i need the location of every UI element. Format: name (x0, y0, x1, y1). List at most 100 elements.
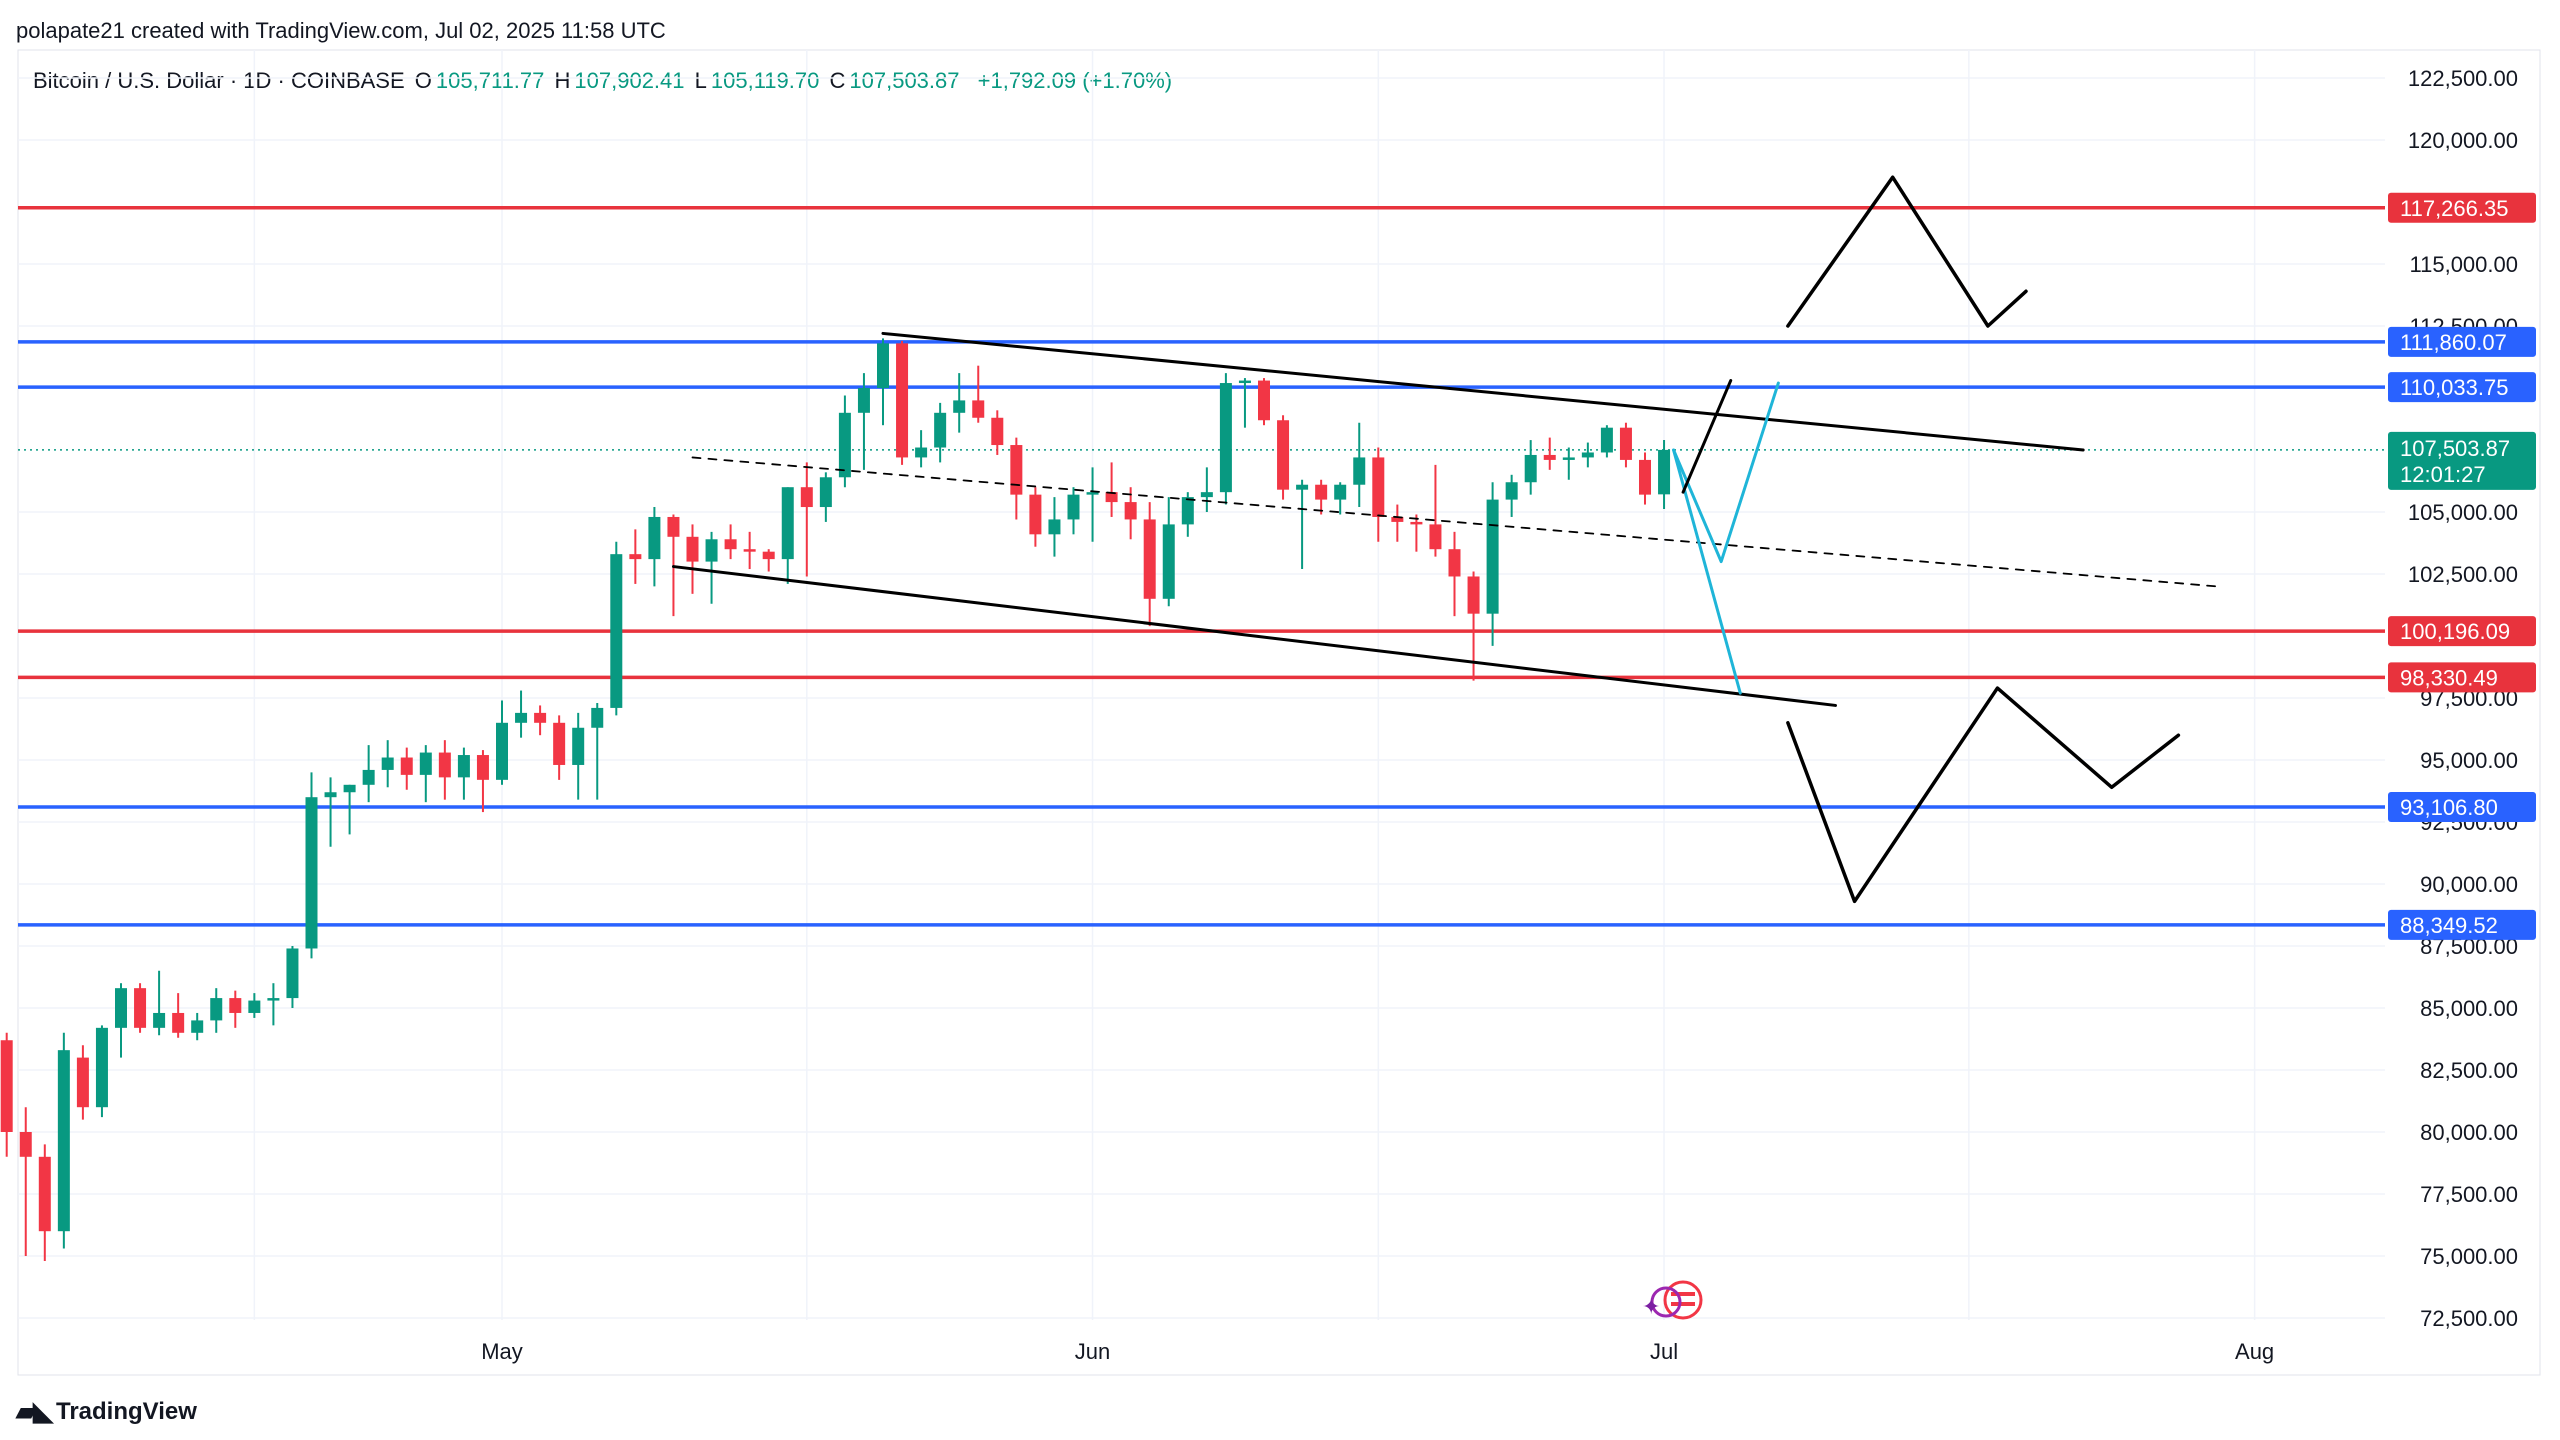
candle-body (648, 516, 661, 560)
level-badge-bg (2388, 372, 2536, 403)
candle-body (305, 797, 318, 949)
candle (1124, 487, 1137, 540)
candle-body (667, 516, 680, 537)
chart-credit: polapate21 created with TradingView.com,… (16, 18, 666, 43)
candle (1543, 437, 1556, 470)
level-badge-bg (2388, 326, 2536, 357)
tradingview-brand[interactable]: ▰◣ TradingView (16, 1396, 197, 1427)
level-price-badge: 98,330.49 (2388, 662, 2536, 693)
event-icon (1650, 1286, 1682, 1318)
candle-body (324, 792, 337, 798)
candle-body (19, 1132, 32, 1157)
candle (1448, 531, 1461, 617)
candle-body (1639, 459, 1651, 495)
symbol-legend: Bitcoin / U.S. Dollar · 1D · COINBASE O 1… (33, 68, 1176, 94)
level-badge-label: 117,266.35 (2400, 196, 2508, 221)
candle (1162, 497, 1175, 607)
candle (1048, 497, 1061, 557)
candle-body (38, 1156, 51, 1232)
level-badge-bg (2388, 662, 2536, 693)
candle-body (953, 400, 966, 413)
candle (1429, 464, 1442, 557)
candle (1105, 462, 1118, 517)
brand-label: TradingView (56, 1397, 197, 1425)
candle-body (877, 343, 889, 388)
level-price-badge: 111,860.07 (2388, 326, 2536, 357)
y-tick-label: 85,000.00 (2420, 996, 2518, 1021)
low-label: L (694, 68, 707, 93)
candle-body (229, 998, 242, 1013)
candle (1391, 504, 1404, 542)
candle-body (1391, 516, 1404, 522)
economic-events-marker: ✦ (1642, 1280, 1703, 1320)
candle (134, 983, 147, 1033)
candle (572, 712, 585, 800)
candle (95, 1025, 108, 1118)
candle (705, 531, 718, 604)
candle (1353, 422, 1366, 508)
black-breakout-stroke (1681, 379, 1733, 494)
low-value: 105,119.70 (710, 68, 820, 93)
candle (1277, 415, 1290, 500)
cyan-projection-up (1672, 381, 1780, 564)
x-axis-label: Jul (1650, 1339, 1678, 1364)
candle-body (0, 1040, 13, 1132)
open-label: O (414, 68, 432, 93)
candle-body (724, 539, 737, 550)
candle-body (286, 948, 299, 999)
candle-body (629, 554, 642, 560)
symbol-name[interactable]: Bitcoin / U.S. Dollar · 1D · COINBASE (33, 68, 405, 93)
candle (1334, 482, 1347, 515)
level-badge-bg (2388, 791, 2536, 822)
candle-body (381, 757, 394, 770)
change-value: +1,792.09 (+1.70%) (977, 68, 1173, 93)
bearish-scenario-path (1786, 686, 2181, 904)
candle-body (1448, 549, 1461, 577)
candle (1143, 502, 1156, 627)
candle-body (1581, 452, 1594, 458)
y-tick-label: 105,000.00 (2408, 500, 2518, 525)
candle (838, 395, 851, 488)
candle-body (1524, 454, 1537, 483)
candle (210, 988, 223, 1033)
candle (438, 740, 451, 800)
countdown-label: 12:01:27 (2400, 462, 2486, 487)
candle-body (343, 784, 356, 793)
candle-body (153, 1012, 166, 1028)
y-tick-label: 95,000.00 (2420, 748, 2518, 773)
candle-body (610, 554, 623, 708)
candle-body (838, 412, 851, 478)
level-price-badge: 93,106.80 (2388, 791, 2536, 822)
level-badge-label: 110,033.75 (2400, 375, 2508, 400)
candle (1315, 479, 1328, 515)
level-price-badge: 117,266.35 (2388, 192, 2536, 223)
candle-body (1505, 482, 1518, 500)
candle (515, 690, 528, 738)
candle (172, 993, 185, 1038)
candle-body (991, 417, 1004, 446)
candle-body (762, 551, 775, 560)
candle (1467, 571, 1480, 681)
candle-body (896, 343, 909, 458)
candle (915, 430, 928, 468)
candle (857, 373, 870, 470)
chart-frame (17, 49, 2541, 1376)
candle-body (1600, 427, 1613, 453)
candle (1600, 425, 1613, 458)
candle (267, 983, 280, 1026)
candle (1296, 479, 1309, 570)
candle-body (362, 769, 375, 785)
candle-body (1296, 484, 1309, 490)
candle-body (1067, 494, 1080, 520)
candle-body (686, 536, 699, 562)
candle-body (572, 727, 585, 765)
candle (0, 1032, 13, 1157)
candle-body (1086, 492, 1099, 495)
candle-body (800, 487, 813, 508)
candle-body (496, 722, 508, 780)
last-price-bg (2388, 431, 2536, 490)
high-value: 107,902.41 (574, 68, 685, 93)
candle-body (1562, 457, 1575, 460)
